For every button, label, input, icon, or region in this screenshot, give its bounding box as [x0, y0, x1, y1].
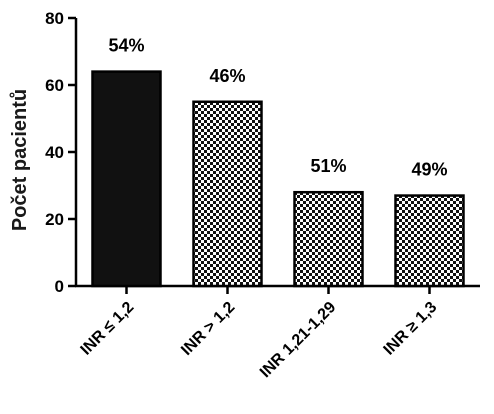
bars	[91, 70, 465, 288]
y-axis-label: Počet pacientů	[9, 89, 31, 231]
y-tick-label-3: 60	[45, 76, 64, 95]
category-label-2: INR 1,21-1,29	[257, 299, 340, 382]
category-label-3: INR ≥ 1,3	[381, 299, 441, 359]
y-tick-label-0: 0	[55, 277, 64, 296]
bar-label-0: 54%	[108, 36, 144, 56]
y-tick-label-4: 80	[45, 9, 64, 28]
bar-label-2: 51%	[310, 156, 346, 176]
y-tick-label-2: 40	[45, 143, 64, 162]
category-label-0: INR ≤ 1,2	[78, 299, 138, 359]
bar-1	[192, 100, 263, 288]
bar-label-3: 49%	[411, 160, 447, 180]
bar-0	[91, 70, 162, 288]
bar-2	[293, 190, 364, 288]
bar-label-1: 46%	[209, 66, 245, 86]
bar-3	[394, 194, 465, 288]
y-tick-label-1: 20	[45, 210, 64, 229]
category-label-1: INR > 1,2	[178, 299, 238, 359]
